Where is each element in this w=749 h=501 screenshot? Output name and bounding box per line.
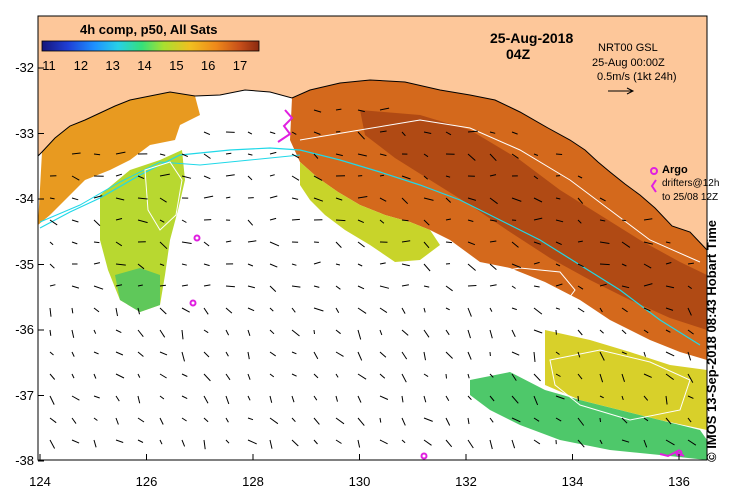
current-vector — [600, 264, 610, 265]
latitude-label: -35 — [6, 257, 34, 272]
longitude-label: 126 — [127, 474, 167, 489]
colorbar-tick-label: 11 — [37, 58, 61, 73]
product-time: 04Z — [506, 46, 530, 62]
colorbar-tick-label: 15 — [164, 58, 188, 73]
current-vector — [94, 242, 99, 243]
drifters-label-1: drifters@12h — [662, 178, 719, 189]
current-vector — [336, 220, 345, 221]
current-vector — [600, 418, 601, 422]
current-vector — [402, 220, 409, 221]
credit-text: © IMOS 13-Sep-2018 08:43 Hobart Time — [704, 220, 719, 462]
composite-label: 4h comp, p50, All Sats — [80, 22, 218, 37]
argo-label: Argo — [662, 164, 688, 176]
colorbar — [42, 41, 259, 51]
current-vector — [160, 285, 166, 286]
longitude-label: 128 — [233, 474, 273, 489]
current-vector — [292, 219, 300, 220]
colorbar-tick-label: 13 — [101, 58, 125, 73]
current-vector — [556, 154, 562, 155]
colorbar-tick-label: 14 — [133, 58, 157, 73]
longitude-label: 130 — [340, 474, 380, 489]
colorbar-tick-label: 16 — [196, 58, 220, 73]
latitude-label: -38 — [6, 453, 34, 468]
latitude-label: -32 — [6, 60, 34, 75]
longitude-label: 136 — [659, 474, 699, 489]
product-date: 25-Aug-2018 — [490, 30, 573, 46]
current-vector — [622, 220, 626, 221]
longitude-label: 132 — [446, 474, 486, 489]
current-source: NRT00 GSL — [598, 42, 658, 54]
latitude-label: -34 — [6, 191, 34, 206]
current-time: 25-Aug 00:00Z — [592, 57, 665, 69]
current-vector — [446, 242, 452, 243]
colorbar-tick-label: 17 — [228, 58, 252, 73]
longitude-label: 124 — [20, 474, 60, 489]
current-vector — [226, 286, 235, 287]
current-vector — [226, 153, 231, 154]
latitude-label: -33 — [6, 126, 34, 141]
current-vector — [94, 154, 100, 155]
colorbar-tick-label: 12 — [69, 58, 93, 73]
current-vector — [468, 286, 476, 287]
drifters-label-2: to 25/08 12Z — [662, 192, 718, 203]
current-vector — [578, 396, 579, 401]
current-vector — [314, 330, 315, 334]
latitude-label: -37 — [6, 388, 34, 403]
latitude-label: -36 — [6, 322, 34, 337]
current-vector — [446, 374, 447, 379]
current-scale: 0.5m/s (1kt 24h) — [597, 71, 676, 83]
longitude-label: 134 — [553, 474, 593, 489]
